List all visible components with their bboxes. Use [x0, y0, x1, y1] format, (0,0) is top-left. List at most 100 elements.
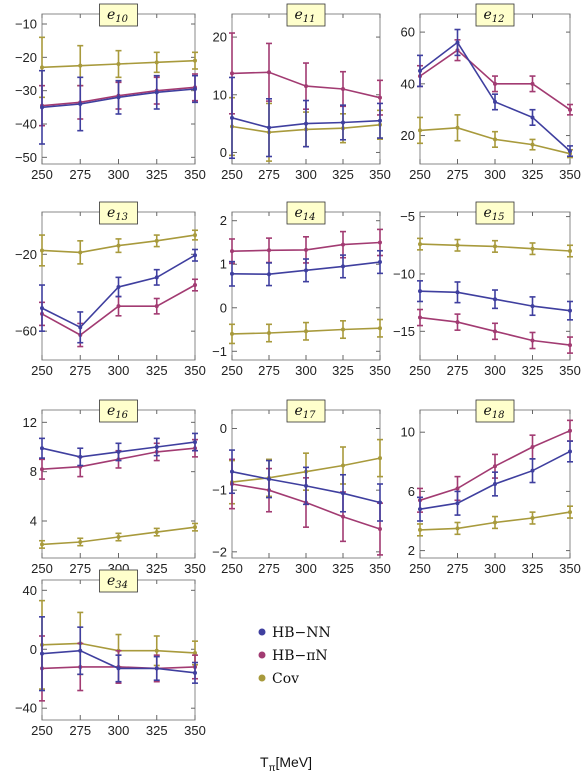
data-point: [378, 240, 382, 245]
data-point: [378, 118, 382, 123]
data-point: [267, 477, 271, 482]
x-tick-label: 325: [146, 167, 168, 182]
data-point: [568, 149, 572, 154]
panel-e34: 250 275 300 325 350 40 0 −40 e34: [15, 569, 206, 738]
panel-title: e18: [483, 403, 504, 421]
series-cov: [39, 522, 198, 549]
data-point: [193, 525, 197, 530]
x-tick-label: 325: [522, 167, 544, 182]
data-point: [530, 468, 535, 473]
data-point: [530, 304, 535, 309]
data-point: [455, 486, 460, 491]
legend-label-hb-pin: HB−πN: [272, 648, 328, 664]
data-point: [378, 326, 382, 331]
panel-title-sub: 16: [115, 410, 128, 421]
data-point: [530, 516, 535, 521]
x-tick-label: 325: [332, 363, 354, 378]
y-tick-label: −2: [212, 544, 227, 559]
series-hb-nn: [39, 616, 198, 692]
data-point: [455, 501, 460, 506]
y-tick-label: −20: [15, 247, 37, 262]
panel-title-base: e: [294, 403, 302, 419]
panel-title-sub: 18: [492, 410, 505, 421]
data-point: [530, 445, 535, 449]
series-hb-nn: [417, 280, 573, 321]
panel-title-base: e: [107, 205, 115, 221]
panel-title-sub: 14: [303, 212, 316, 223]
panel-title-badge: e17: [286, 399, 326, 423]
data-point: [116, 243, 121, 248]
data-point: [78, 250, 83, 255]
data-point: [116, 449, 121, 454]
x-tick-label: 300: [484, 561, 506, 576]
panel-title-badge: e14: [286, 201, 326, 225]
data-point: [304, 483, 308, 488]
x-tick-label: 250: [409, 561, 431, 576]
data-point: [378, 260, 382, 265]
data-point: [455, 526, 460, 531]
data-point: [154, 238, 159, 243]
data-point: [193, 650, 197, 655]
data-point: [230, 115, 234, 120]
panel-title-sub: 10: [115, 14, 128, 25]
data-point: [116, 284, 121, 289]
data-point: [418, 507, 422, 512]
legend-label-hb-nn: HB−NN: [272, 625, 331, 641]
y-tick-label: −20: [15, 50, 37, 65]
data-point: [267, 272, 271, 277]
panel-title: e14: [294, 205, 315, 223]
series-hb-pin: [417, 419, 573, 513]
data-point: [267, 125, 271, 130]
x-tick-label: 350: [559, 561, 581, 576]
x-tick-label: 300: [295, 167, 317, 182]
data-point: [341, 327, 345, 332]
badge-box: [475, 3, 515, 27]
data-point: [455, 243, 460, 248]
data-point: [418, 527, 422, 532]
y-tick-label: 40: [23, 583, 37, 598]
series-hb-nn: [229, 249, 383, 287]
x-tick-label: 275: [69, 723, 91, 738]
data-point: [341, 120, 345, 125]
data-point: [40, 542, 44, 547]
data-point: [455, 290, 460, 295]
y-tick-label: −15: [393, 324, 415, 339]
x-tick-label: 300: [295, 363, 317, 378]
series-hb-pin: [417, 308, 573, 354]
y-tick-label: 0: [220, 300, 227, 315]
y-tick-label: 10: [401, 425, 415, 440]
data-point: [530, 81, 535, 86]
series-cov: [229, 318, 383, 345]
data-point: [78, 454, 83, 459]
data-point: [230, 271, 234, 276]
panel-title-sub: 13: [115, 212, 128, 223]
panel-e14: 250 275 300 325 350 −1 0 1 2 e14: [212, 201, 391, 378]
y-tick-label: −40: [15, 701, 37, 716]
data-point: [341, 87, 345, 91]
data-point: [193, 253, 197, 258]
panel-e12: 250 275 300 325 350 20 40 60 e12: [401, 3, 581, 182]
y-tick-label: −50: [15, 150, 37, 165]
data-point: [116, 666, 121, 671]
panel-title-badge: e11: [286, 3, 326, 27]
series-cov: [39, 36, 198, 99]
badge-box: [99, 201, 138, 225]
data-point: [116, 535, 121, 540]
series-hb-nn: [229, 449, 383, 522]
y-tick-label: 12: [23, 415, 37, 430]
x-tick-label: 250: [31, 723, 53, 738]
x-tick-label: 250: [31, 167, 53, 182]
data-point: [530, 142, 535, 147]
x-tick-label: 275: [258, 167, 280, 182]
badge-box: [286, 399, 326, 423]
x-tick-label: 325: [332, 561, 354, 576]
badge-box: [286, 3, 326, 27]
y-tick-label: 6: [408, 484, 415, 499]
data-point: [568, 107, 572, 112]
data-point: [193, 58, 197, 63]
x-tick-label: 250: [31, 561, 53, 576]
x-tick-label: 350: [184, 723, 206, 738]
data-point: [493, 464, 497, 469]
panel-e10: 250 275 300 325 350 −10 −20 −30 −40 −50 e10: [15, 3, 206, 182]
